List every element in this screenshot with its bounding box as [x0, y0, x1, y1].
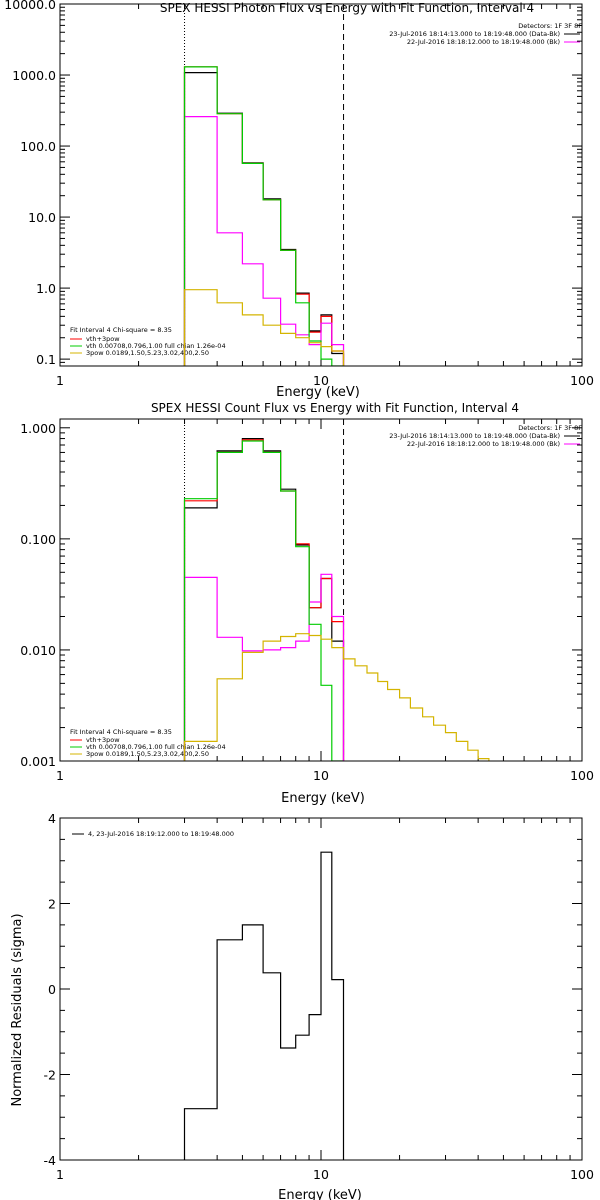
panel-2-marks: 1 10 100 0.001 0.010 0.100 1.000: [20, 418, 594, 783]
photon-flux-legend-vth3pow: vth+3pow: [86, 335, 120, 343]
x-tick-label: 10: [313, 1167, 329, 1182]
count-flux-legend-vth: vth 0.00708,0.796,1.00 full chian 1.26e-…: [86, 743, 226, 751]
count-flux-detectors: Detectors: 1F 3F 8F: [518, 424, 582, 432]
y-tick-label: 2: [48, 897, 56, 912]
x-tick-label: 100: [570, 1167, 594, 1182]
x-tick-label: 10: [313, 768, 329, 783]
series-line-3: [183, 573, 345, 761]
y-tick-label: 0.001: [20, 754, 56, 769]
count-flux-fit-label: Fit Interval 4 Chi-square = 8.35: [70, 728, 172, 736]
panel-3-marks: 1 10 100 -4 -2 0 2 4: [44, 811, 594, 1182]
y-tick-label: 0: [48, 982, 56, 997]
y-tick-label: 10.0: [28, 210, 56, 225]
photon-flux-legend-vth: vth 0.00708,0.796,1.00 full chian 1.26e-…: [86, 342, 226, 350]
y-tick-label: 1.0: [36, 281, 56, 296]
photon-flux-header-line1: 23-Jul-2016 18:14:13.000 to 18:19:48.000…: [389, 30, 560, 38]
count-flux-panel: SPEX HESSI Count Flux vs Energy with Fit…: [70, 401, 582, 806]
x-tick-label: 100: [570, 768, 594, 783]
y-tick-label: 10000.0: [4, 0, 56, 12]
y-tick-label: -4: [44, 1153, 57, 1168]
count-flux-header-line2: 22-Jul-2016 18:18:12.000 to 18:19:48.000…: [407, 440, 560, 448]
x-tick-label: 1: [56, 768, 64, 783]
y-tick-label: 0.100: [20, 532, 56, 547]
x-tick-label: 10: [313, 373, 329, 388]
photon-flux-legend-3pow: 3pow 0.0189,1.50,5.23,3.02,400,2.50: [86, 349, 209, 357]
y-tick-label: 4: [48, 811, 56, 826]
photon-flux-fit-label: Fit Interval 4 Chi-square = 8.35: [70, 326, 172, 334]
count-flux-legend-3pow: 3pow 0.0189,1.50,5.23,3.02,400,2.50: [86, 750, 209, 758]
residuals-legend-entry: 4, 23-Jul-2016 18:19:12.000 to 18:19:48.…: [88, 830, 234, 838]
y-tick-label: 0.010: [20, 643, 56, 658]
y-tick-label: -2: [44, 1068, 56, 1083]
y-tick-label: 100.0: [20, 139, 56, 154]
residuals-ylabel: Normalized Residuals (sigma): [10, 913, 25, 1106]
series-line-5: [183, 289, 345, 366]
y-tick-label: 1000.0: [12, 68, 56, 83]
photon-flux-detectors: Detectors: 1F 3F 8F: [518, 22, 582, 30]
count-flux-header-line1: 23-Jul-2016 18:14:13.000 to 18:19:48.000…: [389, 432, 560, 440]
plot-frame: [59, 817, 583, 1161]
series-line-4: [183, 440, 344, 761]
plot-frame: [59, 3, 583, 367]
x-tick-label: 1: [56, 1167, 64, 1182]
series-line-4: [183, 66, 344, 366]
residuals-panel: Energy (keV) Normalized Residuals (sigma…: [10, 830, 362, 1200]
x-tick-label: 1: [56, 373, 64, 388]
count-flux-title: SPEX HESSI Count Flux vs Energy with Fit…: [151, 401, 519, 415]
photon-flux-header-line2: 22-Jul-2016 18:18:12.000 to 18:19:48.000…: [407, 38, 560, 46]
panel-1-marks: 1 10 100 0.1 1.0 10.0 100.0 1000.0 10000.0: [4, 0, 594, 388]
series-line-3pow: [183, 633, 490, 761]
y-tick-label: 1.000: [20, 421, 56, 436]
count-flux-xlabel: Energy (keV): [281, 791, 365, 806]
series-line-3: [183, 116, 345, 366]
plot-frame: [59, 418, 583, 762]
residuals-xlabel: Energy (keV): [278, 1188, 362, 1200]
count-flux-legend-vth3pow: vth+3pow: [86, 736, 120, 744]
y-tick-label: 0.1: [36, 352, 56, 367]
series-line-1: [183, 851, 345, 1160]
x-tick-label: 100: [570, 373, 594, 388]
photon-flux-xlabel: Energy (keV): [276, 385, 360, 400]
